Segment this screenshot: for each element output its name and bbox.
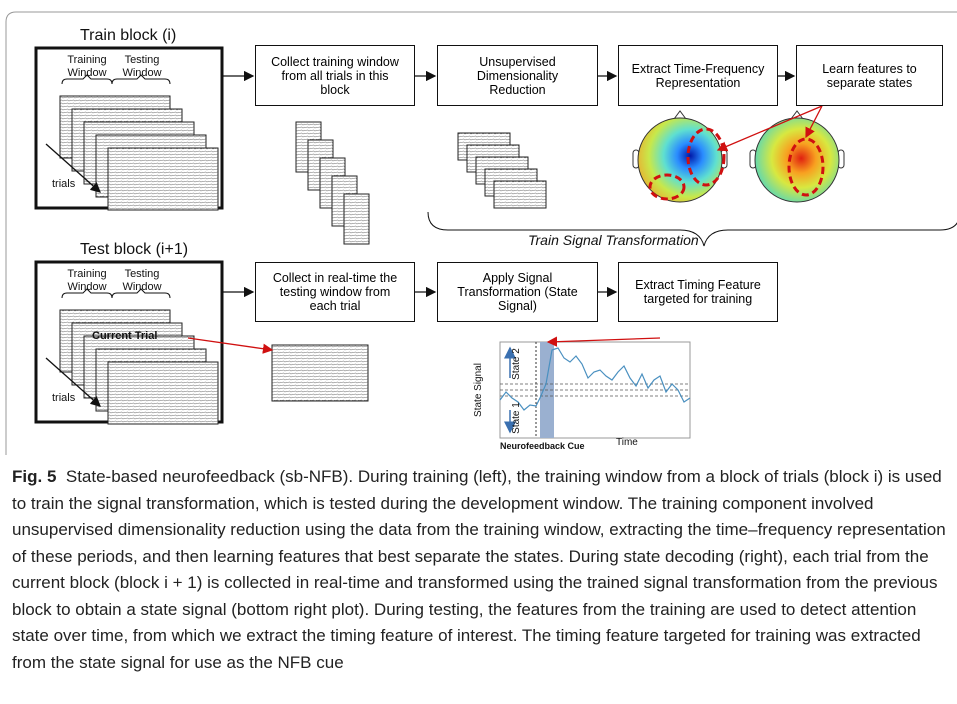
- window-label: Training Window: [62, 54, 112, 80]
- process-box: Collect training window from all trials …: [255, 45, 415, 106]
- arrow: [188, 338, 272, 350]
- eeg-sheet: [494, 181, 546, 208]
- caption-text: State-based neurofeedback (sb-NFB). Duri…: [12, 467, 946, 672]
- process-box: Learn features to separate states: [796, 45, 943, 106]
- trials-label: trials: [52, 392, 75, 405]
- cue-label: Neurofeedback Cue: [500, 441, 585, 452]
- current-trial-label: Current Trial: [92, 330, 157, 343]
- state-label: State 1: [511, 402, 523, 434]
- section-label: Train Signal Transformation: [528, 232, 699, 249]
- figure: Fig. 5 State-based neurofeedback (sb-NFB…: [0, 0, 957, 704]
- eeg-sheet: [108, 362, 218, 424]
- block-title: Train block (i): [80, 26, 176, 45]
- process-box: Apply Signal Transformation (State Signa…: [437, 262, 598, 322]
- window-label: Training Window: [62, 268, 112, 294]
- eeg-sheet: [272, 345, 368, 401]
- process-box: Collect in real-time the testing window …: [255, 262, 415, 322]
- process-box: Extract Timing Feature targeted for trai…: [618, 262, 778, 322]
- caption-label: Fig. 5: [12, 467, 56, 486]
- eeg-sheet: [108, 148, 218, 210]
- block-title: Test block (i+1): [80, 240, 188, 259]
- window-label: Testing Window: [117, 54, 167, 80]
- state-label: State 2: [511, 348, 523, 380]
- plot-y-label: State Signal: [473, 363, 485, 417]
- caption: Fig. 5 State-based neurofeedback (sb-NFB…: [12, 464, 947, 676]
- eeg-sheet: [344, 194, 369, 244]
- window-label: Testing Window: [117, 268, 167, 294]
- trials-label: trials: [52, 178, 75, 191]
- plot-x-label: Time: [616, 437, 638, 449]
- arrow: [548, 338, 660, 342]
- process-box: Extract Time-Frequency Representation: [618, 45, 778, 106]
- process-box: Unsupervised Dimensionality Reduction: [437, 45, 598, 106]
